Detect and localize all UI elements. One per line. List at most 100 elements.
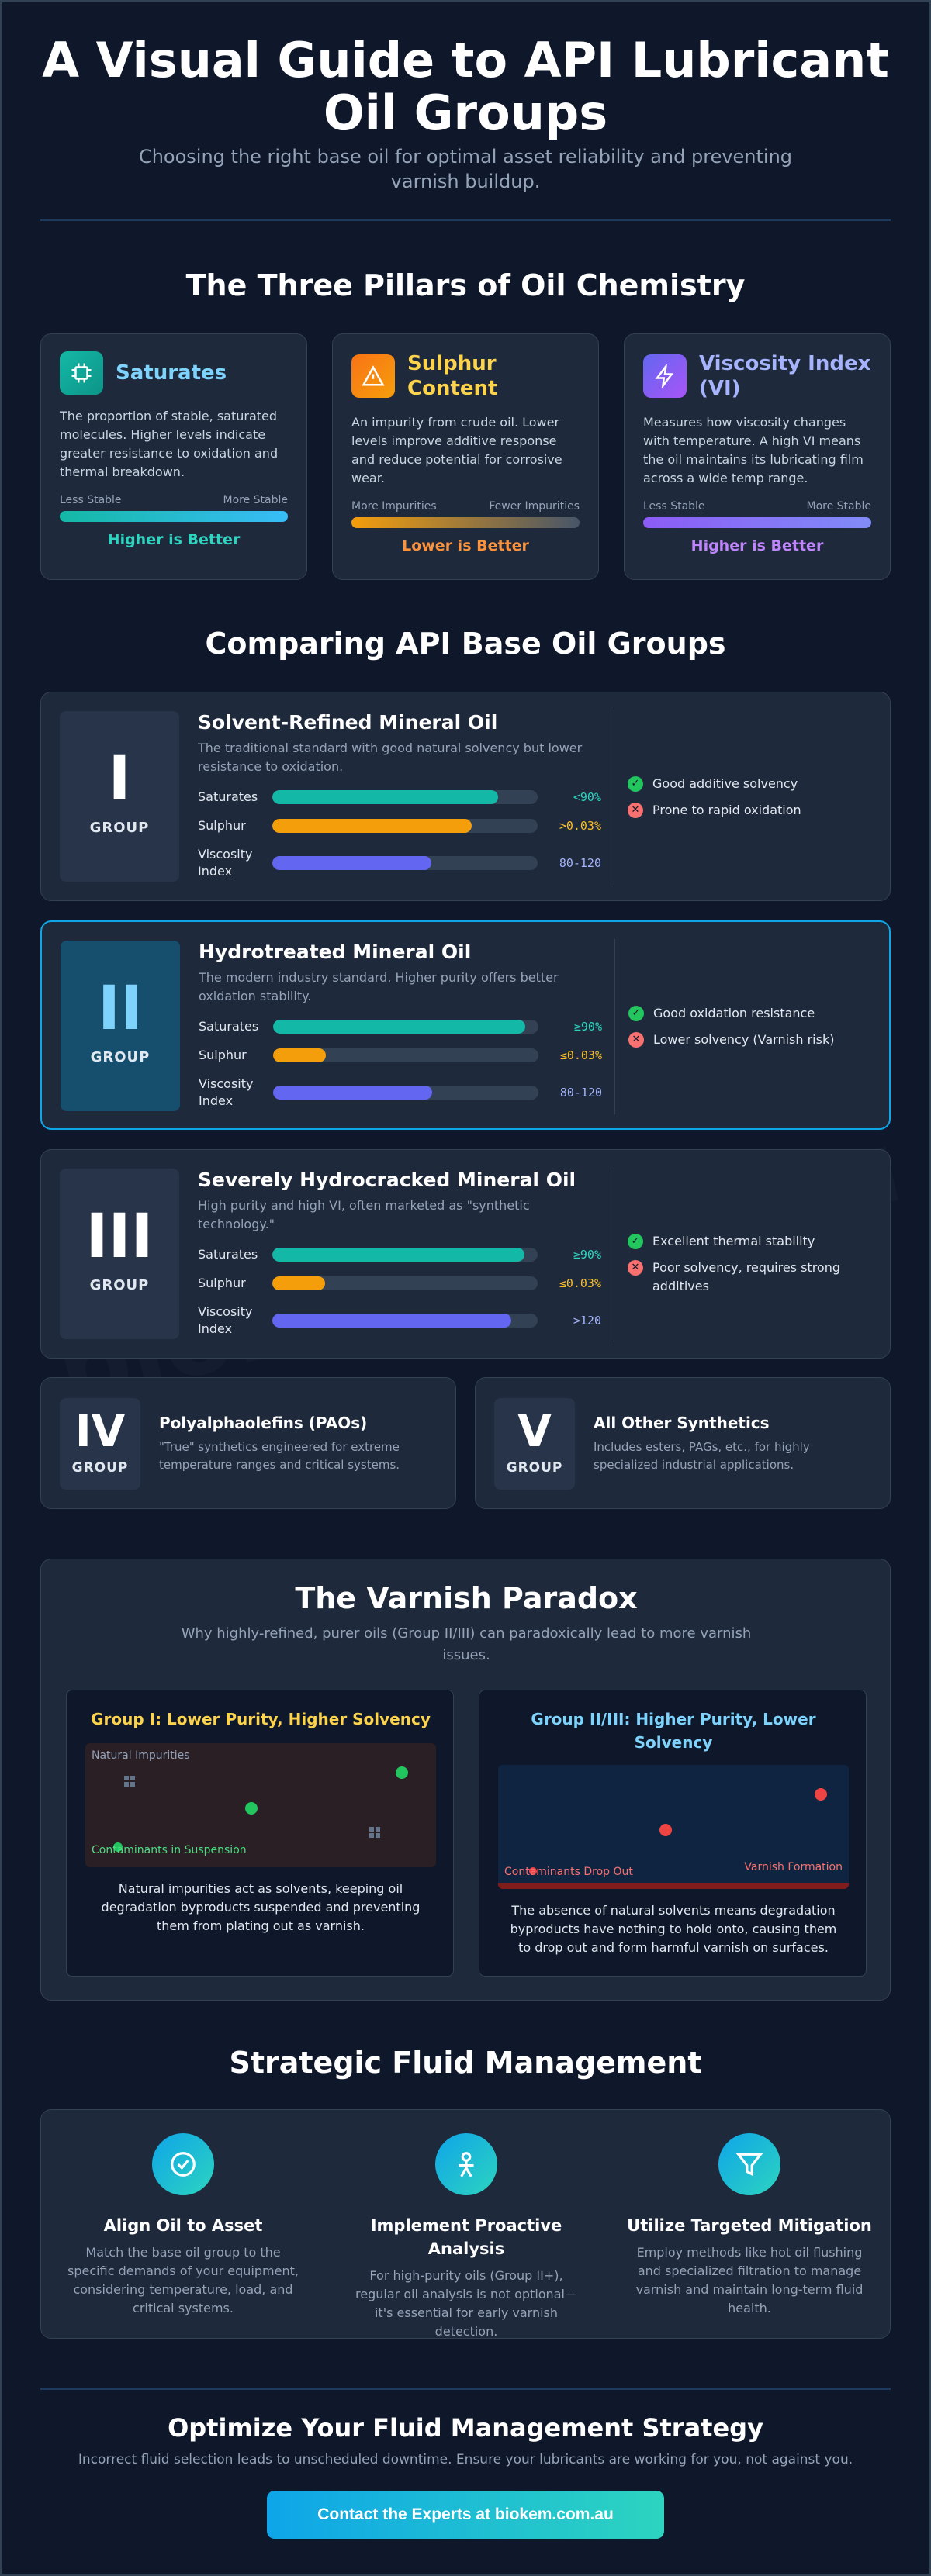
metric-track <box>272 1276 538 1290</box>
strategy-desc: Match the base oil group to the specific… <box>67 2245 299 2315</box>
pro-text: Good additive solvency <box>652 776 798 791</box>
varnish-paradox-section: The Varnish Paradox Why highly-refined, … <box>40 1559 891 2001</box>
pro-item: ✓ Good additive solvency <box>628 775 876 793</box>
metric-track <box>273 1086 538 1100</box>
metric-track <box>272 1314 538 1328</box>
chip-icon <box>60 351 103 395</box>
con-text: Lower solvency (Varnish risk) <box>653 1032 835 1047</box>
metric-saturates: Saturates <90% <box>198 784 601 810</box>
scale-right-label: More Stable <box>223 494 288 506</box>
group-title: Severely Hydrocracked Mineral Oil <box>198 1169 576 1191</box>
groups-title: Comparing API Base Oil Groups <box>205 627 726 661</box>
group-badge: I GROUP <box>60 711 179 882</box>
group-label: GROUP <box>89 1277 150 1293</box>
metric-sulphur: Sulphur ≤0.03% <box>199 1042 602 1069</box>
strategy-item: Implement Proactive Analysis For high-pu… <box>338 2133 594 2341</box>
metric-label: Saturates <box>198 1247 258 1262</box>
check-icon: ✓ <box>628 776 643 792</box>
group-badge: II GROUP <box>61 941 180 1111</box>
panel-text: The absence of natural solvents means de… <box>510 1903 837 1955</box>
panel-title: Group II/III: Higher Purity, Lower Solve… <box>531 1710 816 1752</box>
lightning-icon <box>643 354 687 398</box>
metric-vi: Viscosity Index 80-120 <box>199 1074 602 1111</box>
pillar-title: Viscosity Index (VI) <box>699 352 871 400</box>
panel-title: Group I: Lower Purity, Higher Solvency <box>91 1710 431 1728</box>
pro-item: ✓ Good oxidation resistance <box>628 1004 877 1023</box>
metric-track <box>273 1020 538 1034</box>
dropout-diagram: Contaminants Drop Out Varnish Formation <box>498 1765 849 1889</box>
strategy-title: Strategic Fluid Management <box>229 2046 702 2080</box>
pillar-desc: Measures how viscosity changes with temp… <box>643 415 864 485</box>
metric-label: Sulphur <box>199 1048 247 1062</box>
group-numeral: I <box>108 744 131 814</box>
contact-experts-button[interactable]: Contact the Experts at biokem.com.au <box>267 2491 664 2539</box>
group-label: GROUP <box>506 1460 563 1476</box>
varnish-subtitle: Why highly-refined, purer oils (Group II… <box>181 1625 752 1663</box>
person-analysis-icon <box>435 2133 497 2195</box>
pillar-verdict: Higher is Better <box>107 531 241 548</box>
group-card-1: I GROUP Solvent-Refined Mineral Oil The … <box>40 692 891 901</box>
con-item: ✕ Lower solvency (Varnish risk) <box>628 1031 877 1049</box>
metric-track <box>272 1248 538 1262</box>
metric-label: Viscosity Index <box>198 847 253 879</box>
group-desc: The modern industry standard. Higher pur… <box>199 970 559 1003</box>
metric-fill <box>272 1248 524 1262</box>
group-desc: "True" synthetics engineered for extreme… <box>159 1440 400 1472</box>
group-title: Polyalphaolefins (PAOs) <box>159 1414 368 1432</box>
pillar-desc: An impurity from crude oil. Lower levels… <box>351 415 562 485</box>
scale-left-label: More Impurities <box>351 500 437 513</box>
group-label: GROUP <box>89 820 150 836</box>
group-card-4: IV GROUP Polyalphaolefins (PAOs) "True" … <box>40 1377 456 1509</box>
con-text: Prone to rapid oxidation <box>652 803 801 817</box>
metric-label: Saturates <box>198 789 258 804</box>
group-label: GROUP <box>71 1460 129 1476</box>
metric-fill <box>273 1020 525 1034</box>
pillar-title: Saturates <box>116 361 227 385</box>
group-numeral: II <box>97 974 144 1044</box>
contaminant-dot <box>815 1788 827 1801</box>
varnish-layer <box>498 1883 849 1889</box>
contaminant-dot <box>245 1802 258 1815</box>
group-badge: V GROUP <box>494 1398 575 1490</box>
strategy-item: Utilize Targeted Mitigation Employ metho… <box>621 2133 877 2318</box>
group-badge: III GROUP <box>60 1169 179 1339</box>
metric-fill <box>273 1048 327 1062</box>
group-title: All Other Synthetics <box>594 1414 770 1432</box>
pro-text: Good oxidation resistance <box>653 1006 815 1020</box>
con-item: ✕ Poor solvency, requires strong additive… <box>628 1259 876 1296</box>
scale-bar <box>351 517 580 528</box>
pillar-title: Sulphur Content <box>407 352 498 400</box>
check-icon: ✓ <box>628 1006 644 1021</box>
contaminant-dot <box>113 1842 123 1852</box>
metric-saturates: Saturates ≥90% <box>199 1013 602 1040</box>
x-icon: ✕ <box>628 1032 644 1048</box>
x-icon: ✕ <box>628 803 643 818</box>
contaminant-dot <box>396 1766 408 1779</box>
metric-sulphur: Sulphur ≤0.03% <box>198 1270 601 1297</box>
strategy-desc: For high-purity oils (Group II+), regula… <box>355 2268 577 2339</box>
scale-bar <box>643 517 871 528</box>
page-title: A Visual Guide to API Lubricant Oil Grou… <box>42 32 889 141</box>
pillar-verdict: Higher is Better <box>690 537 824 554</box>
metric-saturates: Saturates ≥90% <box>198 1241 601 1268</box>
metric-label: Saturates <box>199 1019 259 1034</box>
pillar-card-saturates: Saturates The proportion of stable, satu… <box>40 333 307 580</box>
group-numeral: III <box>85 1202 154 1272</box>
metric-value: ≥90% <box>573 1020 602 1034</box>
con-text: Poor solvency, requires strong additives <box>652 1260 841 1293</box>
metric-value: <90% <box>573 790 601 804</box>
metric-label: Sulphur <box>198 1276 246 1290</box>
contaminant-dot <box>529 1867 537 1875</box>
x-icon: ✕ <box>628 1260 643 1276</box>
pillar-card-viscosity: Viscosity Index (VI) Measures how viscos… <box>624 333 891 580</box>
group1-panel: Group I: Lower Purity, Higher Solvency N… <box>66 1690 454 1977</box>
suspension-diagram: Natural Impurities Contaminants in Suspe… <box>85 1743 436 1867</box>
group-desc: Includes esters, PAGs, etc., for highly … <box>594 1440 810 1472</box>
footer-title: Optimize Your Fluid Management Strategy <box>168 2413 763 2443</box>
con-item: ✕ Prone to rapid oxidation <box>628 801 876 820</box>
group-desc: The traditional standard with good natur… <box>198 741 583 774</box>
footer-subtitle: Incorrect fluid selection leads to unsch… <box>78 2452 853 2467</box>
metric-track <box>272 819 538 833</box>
impurity-icon <box>124 1776 135 1787</box>
group-card-2: II GROUP Hydrotreated Mineral Oil The mo… <box>40 920 891 1130</box>
